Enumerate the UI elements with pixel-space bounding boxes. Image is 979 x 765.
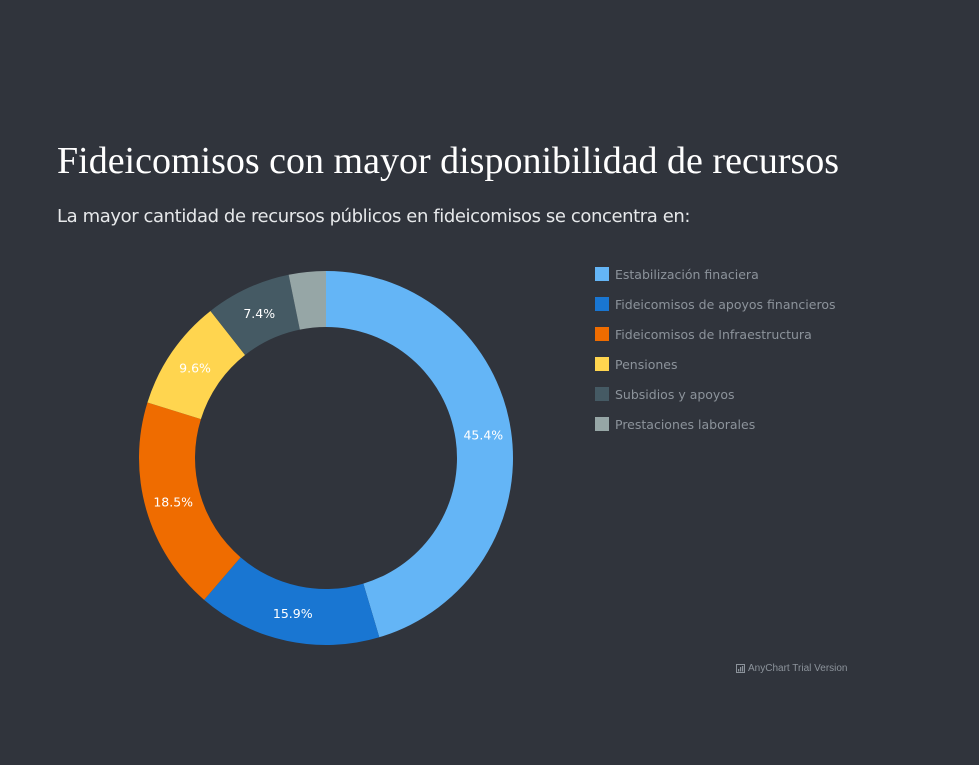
legend-label: Pensiones: [615, 356, 678, 372]
credits-text: AnyChart Trial Version: [748, 663, 848, 674]
legend-swatch: [595, 417, 609, 431]
legend-item-subsidios-y-apoyos[interactable]: Subsidios y apoyos: [595, 379, 835, 409]
slice-estabilizacion-finaciera[interactable]: [326, 271, 514, 638]
data-label-estabilizacion-finaciera: 45.4%: [463, 428, 503, 443]
legend-item-prestaciones-laborales[interactable]: Prestaciones laborales: [595, 409, 835, 439]
legend-swatch: [595, 387, 609, 401]
data-label-pensiones: 9.6%: [179, 360, 211, 375]
chart-legend: Estabilización finaciera Fideicomisos de …: [595, 259, 835, 439]
legend-item-fideicomisos-de-infraestructura[interactable]: Fideicomisos de Infraestructura: [595, 319, 835, 349]
legend-label: Fideicomisos de Infraestructura: [615, 326, 812, 342]
slice-pensiones[interactable]: [147, 310, 246, 420]
slice-fideicomisos-de-infraestructura[interactable]: [138, 402, 241, 600]
donut-data-labels: 45.4% 15.9% 18.5% 9.6% 7.4%: [153, 306, 503, 621]
data-label-subsidios-y-apoyos: 7.4%: [243, 306, 275, 321]
chart-logo-icon: [736, 664, 745, 673]
legend-item-estabilizacion-finaciera[interactable]: Estabilización finaciera: [595, 259, 835, 289]
slice-fideicomisos-de-apoyos-financieros[interactable]: [204, 557, 380, 645]
legend-label: Fideicomisos de apoyos financieros: [615, 296, 836, 312]
slice-subsidios-y-apoyos[interactable]: [210, 274, 300, 355]
chart-title: Fideicomisos con mayor disponibilidad de…: [57, 140, 840, 182]
slice-prestaciones-laborales[interactable]: [288, 271, 326, 330]
data-label-fideicomisos-de-apoyos-financieros: 15.9%: [273, 606, 313, 621]
legend-swatch: [595, 267, 609, 281]
legend-swatch: [595, 327, 609, 341]
legend-label: Prestaciones laborales: [615, 416, 756, 432]
donut-slices: [138, 271, 514, 645]
legend-swatch: [595, 357, 609, 371]
legend-label: Subsidios y apoyos: [615, 386, 735, 402]
legend-item-pensiones[interactable]: Pensiones: [595, 349, 835, 379]
legend-label: Estabilización finaciera: [615, 266, 759, 282]
anychart-credits[interactable]: AnyChart Trial Version: [736, 663, 848, 674]
legend-swatch: [595, 297, 609, 311]
legend-item-fideicomisos-de-apoyos-financieros[interactable]: Fideicomisos de apoyos financieros: [595, 289, 835, 319]
chart-subtitle: La mayor cantidad de recursos públicos e…: [57, 206, 691, 227]
data-label-fideicomisos-de-infraestructura: 18.5%: [153, 494, 193, 509]
